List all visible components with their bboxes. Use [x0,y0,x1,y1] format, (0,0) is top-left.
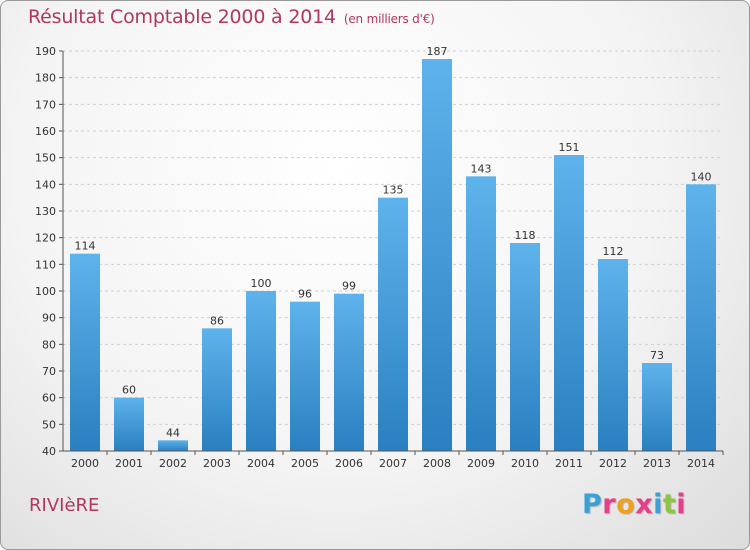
chart-title-text: Résultat Comptable 2000 à 2014 [28,6,336,28]
logo-letter: r [602,489,617,520]
bar [290,301,320,451]
logo-letter: P [582,489,603,520]
y-tick-label: 60 [42,392,56,405]
x-tick-label: 2012 [599,457,627,470]
axes [59,50,724,455]
x-tick-label: 2008 [423,457,451,470]
data-labels: 114 60 44 86 100 96 99 135 187 143 118 151 112 73 140 [75,45,712,439]
x-tick-label: 2003 [203,457,231,470]
data-label: 112 [603,245,624,258]
x-tick-label: 2004 [247,457,275,470]
x-tick-label: 2014 [687,457,715,470]
y-tick-label: 70 [42,365,56,378]
y-tick-label: 90 [42,312,56,325]
bar [70,253,100,451]
y-tick-label: 150 [35,152,56,165]
commune-name: RIVIèRE [29,495,100,516]
logo-letter: x [635,489,654,520]
y-tick-labels: 40 50 60 70 80 90 100 110 120 130 140 150 160 170 180 1… [35,45,56,458]
y-tick-label: 140 [35,178,56,191]
data-label: 143 [471,162,492,175]
bar [510,243,540,451]
x-tick-label: 2000 [71,457,99,470]
bar [642,363,672,451]
bar [246,291,276,451]
bar [686,184,716,452]
proxiti-logo: Proxiti [582,489,686,520]
data-label: 44 [166,426,180,439]
data-label: 60 [122,384,136,397]
y-tick-label: 120 [35,232,56,245]
data-label: 99 [342,280,356,293]
data-label: 140 [691,170,712,183]
data-label: 187 [427,45,448,58]
y-tick-label: 170 [35,98,56,111]
bar [378,197,408,451]
bars [70,59,716,452]
x-tick-label: 2001 [115,457,143,470]
y-tick-label: 40 [42,445,56,458]
data-label: 114 [75,240,96,253]
bar [422,59,452,451]
y-tick-label: 180 [35,72,56,85]
chart-subtitle: (en milliers d'€) [343,12,435,26]
y-tick-label: 80 [42,338,56,351]
y-tick-label: 130 [35,205,56,218]
data-label: 100 [251,277,272,290]
bar [466,176,496,452]
x-tick-label: 2007 [379,457,407,470]
x-tick-label: 2009 [467,457,495,470]
bar [114,397,144,451]
y-tick-label: 100 [35,285,56,298]
x-tick-label: 2013 [643,457,671,470]
y-tick-label: 160 [35,125,56,138]
logo-letter: o [616,489,636,520]
bar [554,155,584,451]
bar [202,328,232,451]
data-label: 86 [210,314,224,327]
logo-letter: i [653,489,663,520]
bar [334,293,364,451]
bar [158,440,188,451]
y-tick-label: 190 [35,45,56,58]
y-tick-label: 110 [35,258,56,271]
y-tick-label: 50 [42,418,56,431]
data-label: 73 [650,349,664,362]
x-tick-labels: 2000 2001 2002 2003 2004 2005 2006 2007 2008 2009… [71,457,715,470]
bar [598,259,628,451]
data-label: 96 [298,288,312,301]
logo-letter: i [676,489,687,520]
x-tick-label: 2011 [555,457,583,470]
data-label: 151 [559,141,580,154]
data-label: 135 [383,184,404,197]
x-tick-label: 2006 [335,457,363,470]
data-label: 118 [515,229,536,242]
x-tick-label: 2005 [291,457,319,470]
x-tick-label: 2002 [159,457,187,470]
logo-letter: t [662,489,677,520]
chart-title: Résultat Comptable 2000 à 2014 (en millie… [28,6,435,28]
x-tick-label: 2010 [511,457,539,470]
